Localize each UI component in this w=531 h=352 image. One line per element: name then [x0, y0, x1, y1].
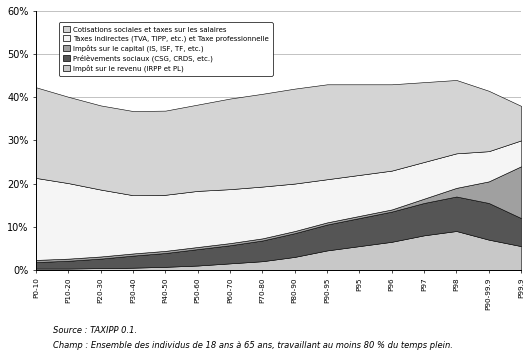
Text: Source : TAXIPP 0.1.: Source : TAXIPP 0.1.	[53, 326, 137, 335]
Legend: Cotisations sociales et taxes sur les salaires, Taxes indirectes (TVA, TIPP, etc: Cotisations sociales et taxes sur les sa…	[59, 22, 273, 76]
Text: Champ : Ensemble des individus de 18 ans à 65 ans, travaillant au moins 80 % du : Champ : Ensemble des individus de 18 ans…	[53, 341, 453, 351]
